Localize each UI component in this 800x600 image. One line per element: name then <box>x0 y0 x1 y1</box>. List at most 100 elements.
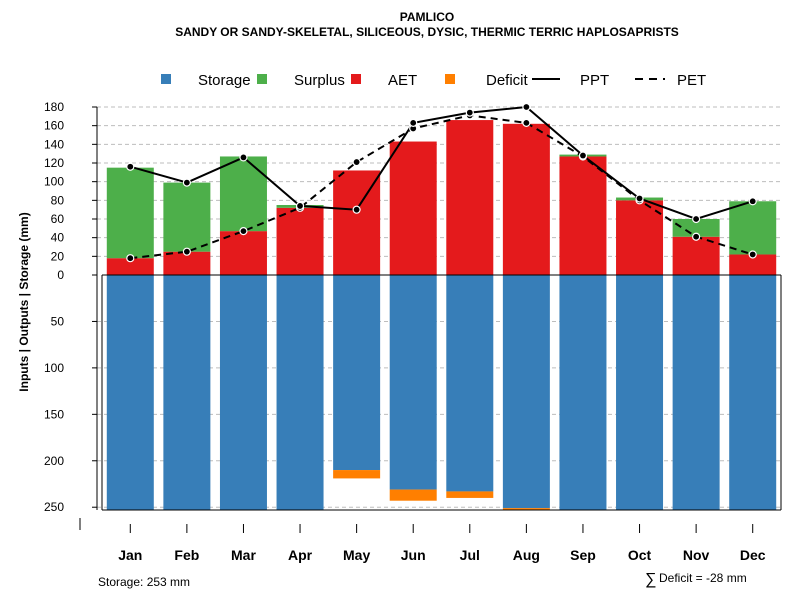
aet-bar <box>729 254 777 275</box>
pet-point <box>522 118 531 127</box>
storage-bar <box>163 275 211 510</box>
series-lines <box>126 102 757 263</box>
y-tick-label-upper: 0 <box>57 268 64 282</box>
ppt-line <box>130 105 753 221</box>
pet-point <box>692 232 701 241</box>
legend-swatch-surplus <box>257 74 267 84</box>
storage-bar <box>672 275 720 510</box>
x-tick-label: Feb <box>174 547 199 563</box>
legend-swatch-storage <box>161 74 171 84</box>
axes <box>79 107 782 530</box>
y-tick-label-lower: 200 <box>44 454 64 468</box>
x-tick-label: Aug <box>513 547 540 563</box>
deficit-bar <box>446 491 494 498</box>
aet-bar <box>502 123 550 275</box>
legend-label-aet: AET <box>388 72 417 89</box>
storage-footnote: Storage: 253 mm <box>98 575 190 589</box>
y-tick-label-upper: 60 <box>51 212 65 226</box>
aet-bar <box>333 170 381 275</box>
legend-label-ppt: PPT <box>580 72 609 89</box>
deficit-bar <box>502 508 550 510</box>
y-axis-label: Inputs | Outputs | Storage (mm) <box>17 212 31 391</box>
ppt-point <box>182 178 191 187</box>
x-tick-label: May <box>343 547 370 563</box>
x-tick-label: Nov <box>683 547 710 563</box>
storage-bar <box>389 275 437 490</box>
y-tick-label-upper: 40 <box>51 231 65 245</box>
surplus-bar <box>219 156 267 232</box>
aet-bar <box>616 200 664 275</box>
storage-bar <box>333 275 381 471</box>
pet-line <box>130 114 754 260</box>
ppt-point <box>578 151 588 160</box>
aet-bar <box>389 141 437 275</box>
legend-label-deficit: Deficit <box>486 72 529 89</box>
pet-point <box>352 157 361 167</box>
aet-bar <box>446 120 494 275</box>
x-tick-label: Dec <box>740 547 766 563</box>
y-tick-label-lower: 100 <box>44 361 64 375</box>
y-tick-label-upper: 160 <box>44 119 64 133</box>
chart-title: PAMLICO <box>400 10 454 24</box>
y-tick-label-lower: 250 <box>44 500 64 514</box>
x-tick-label: Oct <box>628 547 652 563</box>
ppt-point <box>239 153 248 162</box>
legend: Storage Surplus AET Deficit PPT PET <box>161 72 706 89</box>
x-tick-label: Sep <box>570 547 596 563</box>
ppt-point <box>748 197 757 206</box>
x-tick-label: Jul <box>460 547 480 563</box>
deficit-footnote: Deficit = -28 mm <box>659 571 747 585</box>
aet-bar <box>163 251 211 275</box>
tick-labels: 0 20 40 60 80 100 120 140 160 180 50 100 150 200 250 Ja… <box>44 100 766 563</box>
ppt-point <box>635 194 644 203</box>
y-tick-label-upper: 80 <box>51 193 65 207</box>
pet-point <box>182 247 191 256</box>
ppt-point <box>352 205 361 214</box>
gridlines <box>97 106 782 508</box>
legend-label-storage: Storage <box>198 72 251 89</box>
bars <box>106 120 777 510</box>
legend-label-surplus: Surplus <box>294 72 345 89</box>
y-tick-label-upper: 140 <box>44 137 64 151</box>
pet-point <box>748 250 757 259</box>
legend-swatch-aet <box>351 74 361 84</box>
y-tick-label-upper: 20 <box>51 249 65 263</box>
aet-bar <box>219 231 267 275</box>
ppt-point <box>126 162 135 171</box>
ppt-point <box>522 102 531 112</box>
ppt-point <box>692 214 701 224</box>
x-tick-label: Jan <box>118 547 142 563</box>
storage-bar <box>559 275 607 510</box>
surplus-bar <box>163 182 211 252</box>
pet-point <box>126 254 135 263</box>
storage-bar <box>502 275 550 509</box>
x-tick-label: Mar <box>231 547 256 563</box>
y-tick-label-lower: 50 <box>51 314 65 328</box>
ppt-point <box>295 201 305 211</box>
aet-bar <box>276 207 324 275</box>
y-tick-label-lower: 150 <box>44 407 64 421</box>
y-tick-label-upper: 180 <box>44 100 64 114</box>
storage-bar <box>616 275 664 510</box>
chart-subtitle: SANDY OR SANDY-SKELETAL, SILICEOUS, DYSI… <box>175 25 679 39</box>
deficit-bar <box>333 470 381 479</box>
pet-point <box>239 227 248 236</box>
deficit-sum-symbol: ∑ <box>645 571 656 588</box>
surplus-bar <box>672 219 720 237</box>
x-tick-label: Jun <box>401 547 426 563</box>
y-tick-label-upper: 120 <box>44 156 64 170</box>
storage-bar <box>276 275 324 510</box>
x-tick-label: Apr <box>288 547 313 563</box>
y-tick-label-upper: 100 <box>44 175 64 189</box>
surplus-bar <box>106 167 154 259</box>
storage-bar <box>219 275 267 510</box>
legend-label-pet: PET <box>677 72 706 89</box>
storage-bar <box>106 275 154 510</box>
deficit-bar <box>389 489 437 501</box>
surplus-bar <box>729 201 777 255</box>
aet-bar <box>106 258 154 275</box>
aet-bar <box>559 156 607 275</box>
storage-bar <box>446 275 494 492</box>
legend-swatch-deficit <box>445 74 455 84</box>
